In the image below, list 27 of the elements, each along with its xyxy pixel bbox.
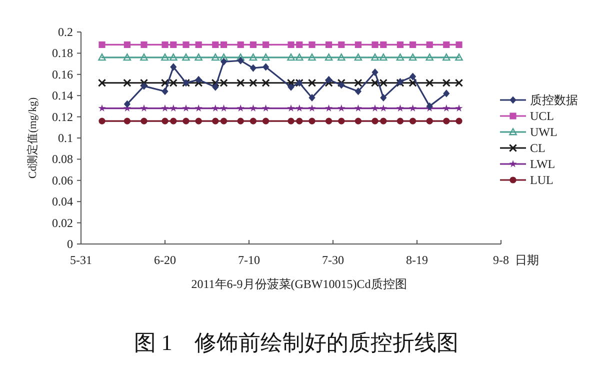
legend-label: 质控数据 [530, 93, 578, 107]
legend-label: UCL [530, 109, 554, 123]
caption: 图 1 修饰前绘制好的质控折线图 [134, 330, 458, 355]
y-tick-label: 0.08 [52, 152, 73, 166]
x-tick-label: 8-19 [406, 253, 428, 267]
y-tick-label: 0.14 [52, 88, 73, 103]
text: 2011年6-9月份菠菜(GBW10015)Cd质控图 [191, 277, 407, 291]
legend-label: LUL [530, 173, 554, 187]
y-tick-label: 0 [67, 237, 73, 251]
y-axis-title: Cd测定值(mg/kg) [26, 97, 39, 179]
x-tick-label: 7-30 [322, 253, 344, 267]
y-tick-label: 0.12 [52, 110, 73, 124]
y-tick-label: 0.18 [52, 46, 73, 60]
y-tick-label: 0.2 [58, 25, 73, 39]
y-tick-label: 0.04 [52, 194, 73, 209]
legend-label: UWL [530, 125, 558, 139]
y-tick-label: 0.16 [52, 67, 73, 82]
x-tick-label: 9-8 [493, 253, 509, 267]
legend-label: LWL [530, 157, 556, 171]
x-tick-label: 5-31 [70, 253, 92, 267]
y-tick-label: 0.06 [52, 173, 73, 188]
x-axis-title: 日期 [515, 253, 539, 267]
legend-label: CL [530, 141, 546, 155]
y-tick-label: 0.1 [58, 131, 73, 145]
x-tick-label: 6-20 [154, 253, 176, 267]
x-tick-label: 7-10 [238, 253, 260, 267]
y-tick-label: 0.02 [52, 216, 73, 230]
